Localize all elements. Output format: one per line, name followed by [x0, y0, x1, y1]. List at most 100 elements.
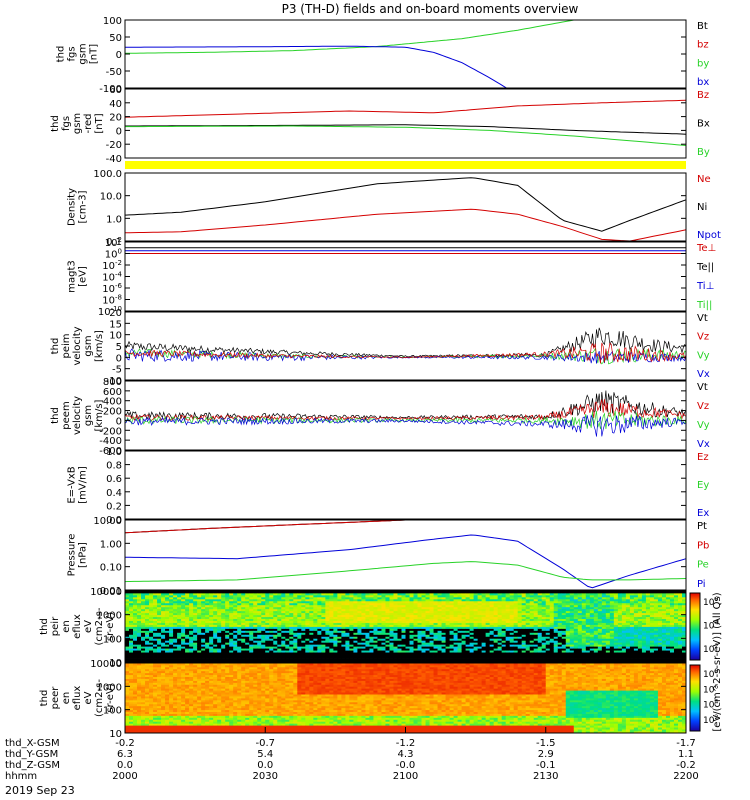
spectrogram-cell [433, 606, 438, 610]
spectrogram-cell [149, 646, 154, 649]
spectrogram-cell [549, 616, 555, 620]
spectrogram-cell [557, 646, 563, 649]
spectrogram-cell [253, 636, 258, 639]
spectrogram-cell [601, 658, 607, 661]
spectrogram-cell [225, 630, 230, 633]
spectrogram-cell [553, 600, 559, 604]
spectrogram-cell [273, 646, 278, 649]
spectrogram-cell [333, 646, 338, 649]
spectrogram-cell [445, 610, 450, 614]
spectrogram-cell [489, 626, 495, 629]
spectrogram-cell [321, 596, 326, 600]
spectrogram-cell [381, 591, 386, 594]
spectrogram-cell [621, 638, 627, 641]
spectrogram-cell [361, 608, 366, 612]
spectrogram-cell [181, 642, 186, 645]
spectrogram-cell [385, 596, 390, 600]
spectrogram-cell [285, 606, 290, 610]
spectrogram-cell [165, 622, 170, 625]
spectrogram-cell [541, 602, 547, 606]
spectrogram-cell [173, 598, 178, 602]
spectrogram-cell [537, 654, 543, 657]
spectrogram-cell [141, 622, 146, 625]
spectrogram-cell [125, 596, 130, 600]
spectrogram-cell [417, 648, 422, 651]
spectrogram-cell [385, 608, 390, 612]
spectrogram-cell [509, 646, 515, 649]
spectrogram-cell [633, 654, 639, 657]
spectrogram-cell [277, 596, 282, 600]
spectrogram-cell [133, 644, 138, 647]
spectrogram-cell [589, 610, 595, 614]
spectrogram-cell [629, 658, 635, 661]
spectrogram-cell [241, 654, 246, 657]
spectrogram-cell [265, 614, 270, 618]
spectrogram-cell [437, 628, 442, 631]
spectrogram-cell [513, 646, 519, 649]
spectrogram-cell [277, 632, 282, 635]
spectrogram-cell [401, 608, 406, 612]
spectrogram-cell [369, 606, 374, 610]
spectrogram-cell [293, 606, 298, 610]
spectrogram-cell [409, 612, 414, 616]
spectrogram-cell [133, 642, 138, 645]
spectrogram-cell [509, 632, 515, 635]
ytick-label: 20 [109, 113, 122, 124]
spectrogram-cell [137, 630, 142, 633]
spectrogram-cell [465, 608, 471, 612]
ylabel-line: gsm [78, 43, 89, 64]
spectrogram-cell [209, 620, 214, 623]
spectrogram-cell [617, 630, 623, 633]
spectrogram-cell [177, 632, 182, 635]
spectrogram-cell [413, 591, 418, 594]
spectrogram-cell [309, 624, 314, 627]
spectrogram-cell [237, 658, 242, 661]
spectrogram-cell [605, 660, 611, 663]
spectrogram-cell [313, 618, 318, 621]
spectrogram-cell [593, 608, 599, 612]
spectrogram-cell [533, 656, 539, 659]
spectrogram-cell [509, 642, 515, 645]
spectrogram-cell [437, 622, 442, 625]
spectrogram-cell [505, 652, 511, 655]
spectrogram-cell [237, 650, 242, 653]
ytick-label: -10 [106, 376, 122, 387]
spectrogram-cell [305, 600, 310, 604]
spectrogram-cell [457, 618, 462, 621]
spectrogram-cell [221, 640, 226, 643]
spectrogram-cell [521, 642, 527, 645]
spectrogram-cell [361, 652, 366, 655]
spectrogram-cell [421, 622, 426, 625]
spectrogram-cell [449, 628, 454, 631]
spectrogram-cell [141, 654, 146, 657]
spectrogram-cell [425, 660, 430, 663]
spectrogram-cell [397, 640, 402, 643]
spectrogram-cell [189, 618, 194, 621]
spectrogram-cell [229, 654, 234, 657]
spectrogram-cell [589, 650, 595, 653]
spectrogram-cell [541, 596, 547, 600]
spectrogram-cell [533, 626, 539, 629]
spectrogram-cell [337, 638, 342, 641]
spectrogram-cell [293, 612, 298, 616]
spectrogram-cell [621, 622, 627, 625]
spectrogram-cell [633, 642, 639, 645]
spectrogram-cell [277, 626, 282, 629]
spectrogram-cell [157, 628, 162, 631]
spectrogram-cell [461, 618, 467, 621]
spectrogram-cell [421, 632, 426, 635]
spectrogram-cell [481, 636, 487, 639]
spectrogram-cell [513, 636, 519, 639]
spectrogram-cell [293, 624, 298, 627]
spectrogram-cell [569, 606, 575, 610]
spectrogram-cell [413, 658, 418, 661]
spectrogram-cell [213, 592, 218, 596]
spectrogram-cell [393, 634, 398, 637]
spectrogram-cell [365, 608, 370, 612]
spectrogram-cell [157, 608, 162, 612]
spectrogram-cell [217, 654, 222, 657]
spectrogram-cell [525, 650, 531, 653]
spectrogram-cell [381, 620, 386, 623]
spectrogram-cell [389, 628, 394, 631]
spectrogram-cell [329, 660, 334, 663]
